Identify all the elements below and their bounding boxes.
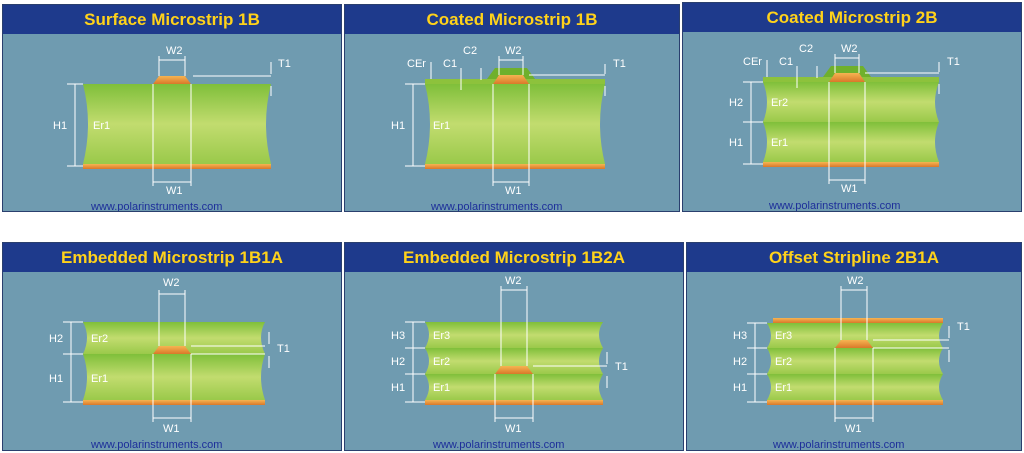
label-t1: T1 — [957, 321, 970, 333]
label-t1: T1 — [277, 343, 290, 355]
label-w2: W2 — [505, 45, 522, 57]
label-t1: T1 — [278, 58, 291, 70]
label-w1: W1 — [166, 185, 183, 197]
panel-title: Coated Microstrip 2B — [683, 3, 1021, 32]
label-h2: H2 — [49, 333, 63, 345]
diagram-offset-stripline-2b1a: W2 T1 H3 Er3 H2 Er2 H1 Er1 W1 www.polari… — [733, 275, 970, 451]
label-c2: C2 — [799, 43, 813, 55]
dielectric-er3 — [767, 323, 943, 348]
dielectric-er2 — [767, 348, 943, 374]
label-cer: CEr — [743, 56, 762, 68]
url-text: www.polarinstruments.com — [90, 201, 222, 212]
dielectric-er2 — [763, 82, 939, 122]
label-w1: W1 — [505, 423, 522, 435]
label-w2: W2 — [841, 43, 858, 55]
label-w1: W1 — [841, 183, 858, 195]
label-c1: C1 — [443, 58, 457, 70]
label-er2: Er2 — [433, 356, 450, 368]
dielectric-er1 — [425, 374, 603, 400]
trace-conductor — [153, 76, 191, 84]
panel-title: Embedded Microstrip 1B1A — [3, 243, 341, 272]
panel-title: Coated Microstrip 1B — [345, 5, 679, 34]
label-er1: Er1 — [93, 120, 110, 132]
url-text: www.polarinstruments.com — [432, 439, 564, 451]
label-er3: Er3 — [775, 330, 792, 342]
trace-conductor — [835, 340, 873, 348]
label-er1: Er1 — [433, 120, 450, 132]
label-h1: H1 — [53, 120, 67, 132]
dielectric-er2 — [425, 348, 603, 374]
label-h1: H1 — [729, 137, 743, 149]
label-c1: C1 — [779, 56, 793, 68]
panel-offset-stripline-2b1a: Offset Stripline 2B1A W2 T1 H3 Er3 H2 Er… — [686, 242, 1022, 451]
label-w1: W1 — [163, 423, 180, 435]
ground-plane — [425, 400, 603, 405]
ground-plane — [763, 162, 939, 167]
panel-title: Offset Stripline 2B1A — [687, 243, 1021, 272]
label-c2: C2 — [463, 45, 477, 57]
dielectric-er1 — [83, 84, 271, 164]
label-er3: Er3 — [433, 330, 450, 342]
label-er2: Er2 — [775, 356, 792, 368]
panel-title: Embedded Microstrip 1B2A — [345, 243, 683, 272]
ground-plane — [767, 400, 943, 405]
ground-plane — [83, 400, 265, 405]
label-w2: W2 — [505, 275, 522, 287]
label-er1: Er1 — [775, 382, 792, 394]
label-er1: Er1 — [433, 382, 450, 394]
panel-coated-microstrip-2b: Coated Microstrip 2B W2 C2 C1 CEr T1 H2 … — [682, 2, 1022, 212]
label-h1: H1 — [391, 382, 405, 394]
label-h2: H2 — [729, 97, 743, 109]
label-w2: W2 — [163, 277, 180, 289]
panel-embedded-microstrip-1b1a: Embedded Microstrip 1B1A W2 T1 H2 Er2 H1… — [2, 242, 342, 451]
top-ground-plane — [773, 318, 943, 323]
panel-title: Surface Microstrip 1B — [3, 5, 341, 34]
trace-conductor — [829, 73, 865, 82]
diagram-coated-microstrip-1b: W2 C2 C1 CEr T1 H1 Er1 W1 www.polarinstr… — [391, 45, 626, 212]
url-text: www.polarinstruments.com — [768, 200, 900, 212]
diagram-coated-microstrip-2b: W2 C2 C1 CEr T1 H2 Er2 H1 Er1 W1 www.pol… — [729, 43, 960, 212]
label-cer: CEr — [407, 58, 426, 70]
panel-coated-microstrip-1b: Coated Microstrip 1B W2 C2 C1 CEr T1 H1 … — [344, 4, 680, 212]
label-w1: W1 — [845, 423, 862, 435]
label-h3: H3 — [391, 330, 405, 342]
url-text: www.polarinstruments.com — [90, 439, 222, 451]
dielectric-er1 — [83, 354, 265, 400]
label-w1: W1 — [505, 185, 522, 197]
ground-plane — [425, 164, 605, 169]
label-er2: Er2 — [91, 333, 108, 345]
dielectric-er1 — [767, 374, 943, 400]
panel-surface-microstrip-1b: Surface Microstrip 1B W2 T1 H1 Er1 W1 ww… — [2, 4, 342, 212]
label-h3: H3 — [733, 330, 747, 342]
label-er1: Er1 — [771, 137, 788, 149]
label-w2: W2 — [847, 275, 864, 287]
ground-plane — [83, 164, 271, 169]
label-h1: H1 — [391, 120, 405, 132]
label-er2: Er2 — [771, 97, 788, 109]
dielectric-er3 — [425, 322, 603, 348]
label-w2: W2 — [166, 45, 183, 57]
label-h2: H2 — [391, 356, 405, 368]
dielectric-er1 — [425, 84, 605, 164]
dielectric-er1 — [763, 122, 939, 162]
diagram-surface-microstrip-1b: W2 T1 H1 Er1 W1 www.polarinstruments.com — [53, 45, 291, 212]
label-h1: H1 — [733, 382, 747, 394]
label-t1: T1 — [615, 361, 628, 373]
label-er1: Er1 — [91, 373, 108, 385]
trace-conductor — [493, 75, 529, 84]
label-h2: H2 — [733, 356, 747, 368]
diagram-embedded-microstrip-1b2a: W2 T1 H3 Er3 H2 Er2 H1 Er1 W1 www.polari… — [391, 275, 628, 451]
trace-conductor — [495, 366, 533, 374]
label-t1: T1 — [947, 56, 960, 68]
url-text: www.polarinstruments.com — [430, 201, 562, 212]
diagram-embedded-microstrip-1b1a: W2 T1 H2 Er2 H1 Er1 W1 www.polarinstrume… — [49, 277, 290, 451]
label-t1: T1 — [613, 58, 626, 70]
panel-embedded-microstrip-1b2a: Embedded Microstrip 1B2A W2 T1 H3 Er3 H2… — [344, 242, 684, 451]
label-h1: H1 — [49, 373, 63, 385]
url-text: www.polarinstruments.com — [772, 439, 904, 451]
trace-conductor — [153, 346, 191, 354]
